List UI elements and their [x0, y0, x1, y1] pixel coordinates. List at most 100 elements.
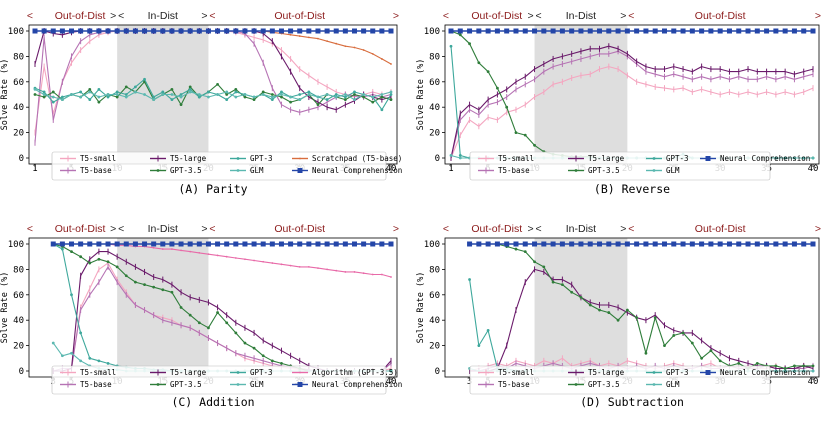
legend-label: Neural Comprehension: [720, 368, 810, 377]
legend-item: GPT-3: [646, 368, 689, 377]
algorithm-marker: [234, 257, 237, 259]
glm-marker: [298, 98, 302, 101]
neural-marker: [69, 28, 75, 34]
neural-marker: [196, 241, 202, 247]
gpt35-marker: [216, 82, 219, 86]
gpt35-marker: [505, 105, 509, 109]
region-arrow-left: <: [443, 10, 449, 22]
neural-marker: [187, 241, 193, 247]
neural-marker: [388, 241, 394, 247]
gpt3-marker: [70, 293, 73, 297]
neural-marker: [494, 241, 500, 247]
gpt35-marker: [216, 311, 219, 314]
neural-marker: [671, 241, 677, 247]
neural-marker: [315, 241, 321, 247]
legend-label: GLM: [666, 380, 680, 389]
algorithm-marker: [353, 271, 356, 273]
neural-marker: [745, 241, 751, 247]
legend-item: T5-small: [478, 154, 534, 163]
neural-marker: [550, 241, 556, 247]
neural-marker: [297, 241, 303, 247]
series-t5_base: [52, 263, 392, 374]
neural-marker: [114, 241, 120, 247]
algorithm-marker: [371, 273, 374, 276]
glm-marker: [325, 93, 329, 96]
glm-marker: [353, 98, 356, 101]
region-arrow-right: >: [393, 10, 399, 22]
neural-marker: [151, 241, 157, 247]
neural-marker: [726, 241, 732, 247]
neural-marker: [773, 241, 779, 247]
neural-marker: [123, 28, 129, 34]
gpt3-marker: [106, 95, 110, 99]
gpt35-marker: [700, 356, 704, 360]
series-neural: [32, 28, 394, 34]
glm-marker: [774, 369, 778, 373]
legend-item: GPT-3: [646, 154, 689, 163]
neural-marker: [532, 28, 538, 34]
gpt35-marker: [811, 364, 815, 368]
glm-marker: [134, 90, 137, 94]
gpt35-marker: [88, 88, 92, 91]
neural-marker: [187, 28, 193, 34]
gpt35-marker: [156, 383, 160, 386]
gpt35-marker: [755, 361, 759, 365]
gpt35-marker: [225, 93, 229, 96]
glm-marker: [161, 93, 165, 96]
neural-marker: [791, 28, 797, 34]
neural-marker: [634, 28, 640, 34]
legend-item: T5-small: [478, 368, 534, 377]
glm-marker: [70, 93, 73, 96]
legend-label: Neural Comprehension: [720, 154, 810, 163]
algorithm-marker: [225, 255, 228, 258]
gpt35-marker: [252, 346, 256, 350]
gpt35-marker: [616, 318, 620, 322]
region-label-out-right: Out-of-Dist: [695, 223, 746, 235]
gpt35-marker: [134, 280, 137, 284]
neural-marker: [333, 28, 339, 34]
gpt35-marker: [523, 133, 527, 137]
gpt35-marker: [261, 90, 265, 94]
region-bracket: <: [118, 10, 124, 22]
neural-marker: [205, 28, 211, 34]
gpt35-marker: [737, 361, 741, 365]
gpt3-marker: [236, 157, 240, 160]
neural-marker: [59, 241, 65, 247]
neural-marker: [773, 28, 779, 34]
gpt35-marker: [143, 283, 146, 287]
region-bracket: >: [527, 10, 533, 22]
neural-marker: [587, 241, 593, 247]
legend-label: T5-base: [498, 380, 530, 389]
gpt35-marker: [560, 283, 564, 287]
neural-marker: [680, 241, 686, 247]
gpt35-marker: [681, 331, 685, 335]
neural-marker: [569, 28, 575, 34]
region-arrow-left: <: [27, 10, 33, 22]
gpt35-marker: [579, 295, 583, 299]
glm-marker: [811, 369, 815, 373]
series-scratchpad: [34, 30, 392, 65]
neural-marker: [242, 241, 248, 247]
gpt3-marker: [134, 85, 137, 89]
gpt3-marker: [458, 154, 462, 157]
y-tick-label: 60: [13, 78, 24, 88]
gpt3-marker: [486, 328, 490, 332]
series-gpt3: [33, 77, 393, 112]
gpt35-marker: [51, 90, 55, 94]
gpt3-marker: [88, 356, 92, 360]
in-dist-region: [117, 238, 209, 377]
legend-item: GPT-3.5: [568, 380, 620, 389]
y-tick-label: 80: [429, 265, 440, 275]
region-bracket: <: [118, 223, 124, 235]
algorithm-marker: [152, 246, 155, 249]
series-line-t5_large: [469, 268, 814, 372]
gpt3-marker: [343, 95, 347, 99]
gpt35-marker: [774, 364, 778, 368]
series-line-t5_large: [53, 251, 392, 372]
region-arrow-left: <: [443, 223, 449, 235]
glm-marker: [143, 93, 146, 96]
gpt35-marker: [289, 100, 292, 104]
gpt3-marker: [477, 344, 481, 347]
legend-label: Neural Comprehension: [312, 166, 402, 175]
gpt35-marker: [458, 33, 462, 37]
